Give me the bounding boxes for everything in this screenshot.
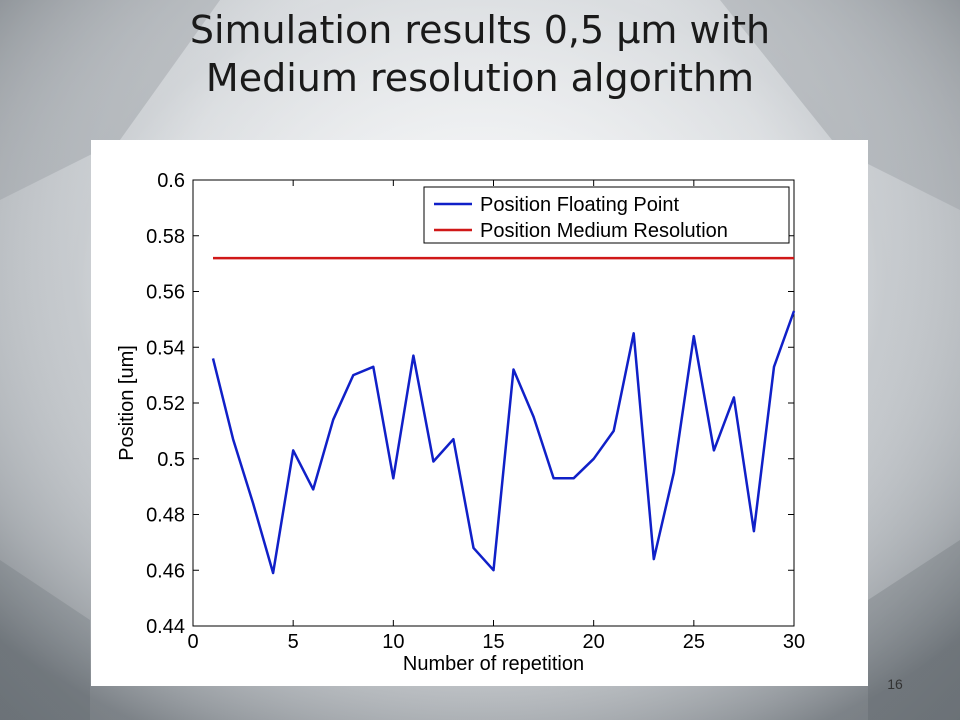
y-tick-label: 0.5: [157, 449, 185, 471]
y-tick-label: 0.58: [146, 226, 185, 248]
y-tick-label: 0.46: [146, 560, 185, 582]
line-chart: 0 5 10 15 20 25 30 0.44 0.46 0.48 0.5 0.52 0.54 0.56 0…: [116, 170, 805, 675]
page-number: 16: [887, 676, 903, 692]
legend-entry-1: Position Medium Resolution: [480, 220, 728, 242]
x-tick-label: 25: [683, 631, 705, 653]
x-tick-label: 10: [382, 631, 404, 653]
y-axis-label: Position [um]: [116, 345, 138, 461]
legend-box: [423, 186, 790, 244]
y-tick-label: 0.54: [146, 337, 185, 359]
y-tick-label: 0.52: [146, 393, 185, 415]
series-line-0: [211, 310, 796, 575]
y-tick-label: 0.56: [146, 282, 185, 304]
x-tick-label: 15: [482, 631, 504, 653]
y-tick-label: 0.48: [146, 505, 185, 527]
y-tick-label: 0.44: [146, 616, 185, 638]
x-tick-label: 0: [187, 631, 198, 653]
x-tick-label: 20: [583, 631, 605, 653]
x-tick-label: 30: [783, 631, 805, 653]
legend-entry-0: Position Floating Point: [480, 194, 679, 216]
slide-title: Simulation results 0,5 µm with Medium re…: [189, 8, 771, 100]
y-tick-label: 0.6: [157, 170, 185, 192]
chart-figure: 0 5 10 15 20 25 30 0.44 0.46 0.48 0.5 0.52 0.54 0.56 0…: [91, 140, 868, 686]
x-tick-label: 5: [288, 631, 299, 653]
x-axis-label: Number of repetition: [403, 653, 584, 675]
